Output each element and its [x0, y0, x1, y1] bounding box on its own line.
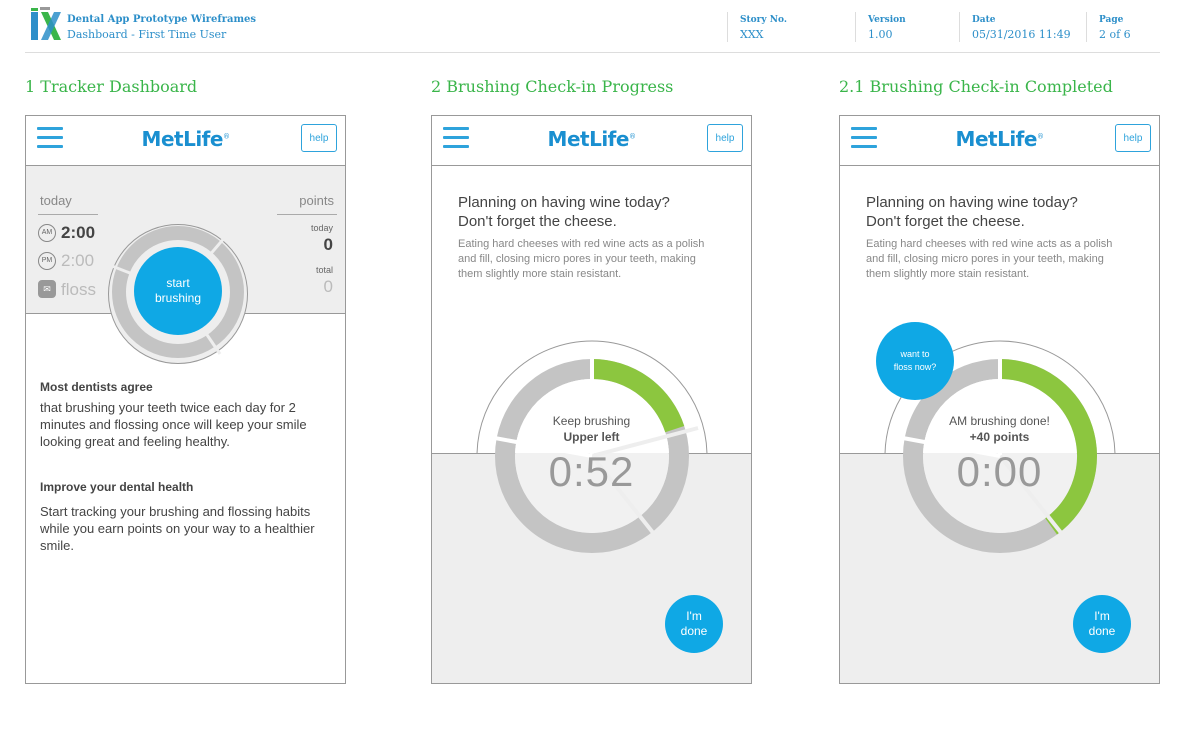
floss-icon: ✉ [38, 280, 56, 298]
points-total-label: total [315, 265, 333, 275]
help-button[interactable]: help [707, 124, 743, 152]
floss-now-button[interactable]: want to floss now? [876, 322, 954, 400]
section-title-tracker-dashboard: 1 Tracker Dashboard [25, 77, 198, 96]
page-number: Page 2 of 6 [1086, 12, 1159, 42]
phone-tracker-dashboard: MetLife® help today points AM 2:00 PM 2:… [25, 115, 346, 684]
points-divider [277, 214, 337, 215]
app-bar: MetLife® help [432, 116, 751, 166]
countdown-timer: 0:52 [548, 448, 635, 495]
tip-body: Eating hard cheeses with red wine acts a… [866, 238, 1113, 280]
tip-heading: Planning on having wine today? Don't for… [866, 193, 1146, 231]
phone-check-in-completed: MetLife® help Planning on having wine to… [839, 115, 1160, 684]
header-divider [25, 52, 1160, 53]
page-value: 2 of 6 [1099, 28, 1131, 41]
ring-caption-status: Keep brushing [552, 414, 631, 428]
ring-caption-status: AM brushing done! [949, 414, 1050, 428]
ring-caption-points: +40 points [969, 430, 1030, 444]
version-value: 1.00 [868, 28, 893, 41]
menu-icon[interactable] [443, 127, 469, 151]
brand-name: MetLife [547, 127, 630, 151]
story-label: Story No. [740, 15, 787, 25]
tip-heading-line-2: Don't forget the cheese. [866, 213, 1025, 230]
today-label: today [40, 193, 72, 208]
version-label: Version [868, 15, 906, 25]
help-button[interactable]: help [301, 124, 337, 152]
date-label: Date [972, 15, 996, 25]
story-number: Story No. XXX [727, 12, 855, 42]
start-label-line-2: brushing [154, 291, 202, 305]
done-label-line-2: done [680, 624, 708, 638]
menu-icon[interactable] [37, 127, 63, 151]
menu-icon[interactable] [851, 127, 877, 151]
metlife-logo: MetLife® [547, 127, 636, 151]
app-bar: MetLife® help [840, 116, 1159, 166]
points-today-label: today [310, 223, 333, 233]
start-label-line-1: start [166, 276, 190, 290]
metlife-logo: MetLife® [141, 127, 230, 151]
start-brushing-button[interactable]: start brushing [134, 247, 222, 335]
pm-time: 2:00 [61, 251, 95, 270]
done-label-line-2: done [1088, 624, 1116, 638]
info-body-health: Start tracking your brushing and flossin… [40, 504, 315, 553]
im-done-button[interactable]: I'm done [1073, 595, 1131, 653]
countdown-timer: 0:00 [956, 448, 1043, 495]
page-label: Page [1099, 15, 1124, 25]
points-today-value: 0 [323, 235, 333, 254]
am-badge: AM [38, 224, 56, 242]
section-title-check-in-completed: 2.1 Brushing Check-in Completed [839, 77, 1113, 96]
document-title: Dental App Prototype Wireframes [67, 14, 257, 25]
floss-label: floss [61, 280, 96, 299]
floss-label-line-2: floss now? [893, 362, 937, 372]
help-button[interactable]: help [1115, 124, 1151, 152]
metlife-logo: MetLife® [955, 127, 1044, 151]
im-done-button[interactable]: I'm done [665, 595, 723, 653]
tip-heading-line-1: Planning on having wine today? [866, 194, 1078, 211]
today-divider [38, 214, 98, 215]
tip-body: Eating hard cheeses with red wine acts a… [458, 238, 705, 280]
date: Date 05/31/2016 11:49 [959, 12, 1087, 42]
points-total-value: 0 [323, 277, 333, 296]
progress-arc [591, 359, 685, 433]
info-body-dentists: that brushing your teeth twice each day … [40, 400, 307, 449]
info-heading-health: Improve your dental health [40, 480, 194, 494]
tip-heading-line-1: Planning on having wine today? [458, 194, 670, 211]
tip-heading-line-2: Don't forget the cheese. [458, 213, 617, 230]
tip-heading: Planning on having wine today? Don't for… [458, 193, 738, 231]
timer-ring-graphic [476, 340, 708, 553]
info-heading-dentists: Most dentists agree [40, 380, 153, 394]
timer-ring [476, 340, 708, 572]
date-value: 05/31/2016 11:49 [972, 28, 1071, 41]
phone-check-in-progress: MetLife® help Planning on having wine to… [431, 115, 752, 684]
document-subtitle: Dashboard - First Time User [67, 28, 227, 41]
floss-label-line-1: want to [900, 349, 930, 359]
brand-name: MetLife [955, 127, 1038, 151]
version: Version 1.00 [855, 12, 960, 42]
brand-name: MetLife [141, 127, 224, 151]
ring-caption-area: Upper left [563, 430, 620, 444]
am-time: 2:00 [61, 223, 96, 242]
ix-logo-icon [29, 6, 63, 42]
story-value: XXX [740, 28, 764, 41]
done-label-line-1: I'm [686, 609, 702, 623]
section-title-check-in-progress: 2 Brushing Check-in Progress [431, 77, 674, 96]
points-label: points [299, 193, 334, 208]
progress-arc [999, 359, 1097, 535]
pm-badge: PM [38, 252, 56, 270]
app-bar: MetLife® help [26, 116, 345, 166]
done-label-line-1: I'm [1094, 609, 1110, 623]
